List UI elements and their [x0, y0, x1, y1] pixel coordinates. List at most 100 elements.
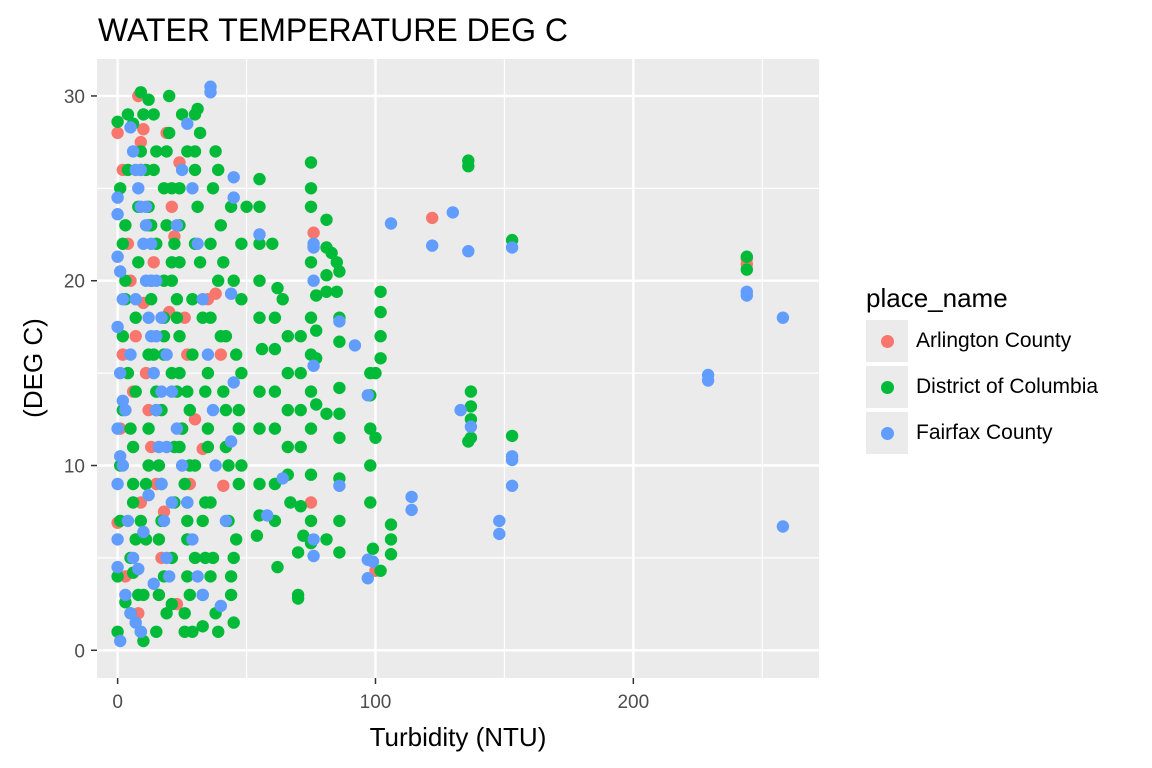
data-point: [165, 200, 178, 213]
data-point: [333, 514, 346, 528]
data-point: [446, 206, 459, 219]
y-axis-label: (DEG C): [18, 318, 48, 418]
data-point: [276, 293, 289, 306]
data-point: [227, 191, 240, 204]
data-point: [152, 459, 166, 472]
data-point: [294, 330, 307, 343]
data-point: [132, 562, 145, 576]
data-point: [126, 496, 140, 509]
data-point: [124, 121, 137, 134]
data-point: [181, 117, 194, 130]
data-point: [232, 477, 245, 491]
x-axis-label: Turbidity (NTU): [370, 722, 547, 752]
data-point: [145, 293, 158, 306]
data-point: [405, 490, 418, 504]
data-point: [155, 477, 168, 491]
data-point: [224, 287, 238, 300]
data-point: [114, 634, 127, 648]
data-point: [364, 496, 377, 509]
data-point: [212, 625, 225, 638]
data-point: [152, 533, 166, 546]
data-point: [163, 570, 176, 583]
data-point: [493, 527, 506, 541]
data-point: [126, 145, 140, 158]
data-point: [157, 182, 171, 195]
data-point: [186, 293, 199, 306]
data-point: [147, 108, 160, 121]
data-point: [145, 274, 158, 287]
data-point: [160, 145, 173, 158]
data-point: [426, 211, 439, 225]
data-point: [111, 320, 124, 334]
legend-key: [866, 320, 908, 362]
x-tick-label: 200: [617, 692, 649, 713]
data-point: [426, 239, 439, 252]
data-point: [137, 108, 150, 121]
data-point: [129, 385, 142, 398]
data-point: [307, 359, 320, 372]
data-point: [126, 440, 140, 454]
legend-label: District of Columbia: [916, 375, 1099, 398]
data-point: [191, 570, 204, 583]
data-point: [165, 256, 178, 269]
data-point: [333, 431, 346, 444]
data-point: [369, 366, 382, 380]
data-point: [310, 398, 323, 411]
data-point: [217, 385, 230, 398]
chart-title: WATER TEMPERATURE DEG C: [98, 12, 568, 48]
data-point: [129, 330, 142, 343]
y-tick-label: 0: [74, 641, 85, 662]
data-point: [196, 588, 209, 602]
data-point: [170, 422, 184, 435]
data-point: [361, 572, 374, 585]
data-point: [142, 311, 155, 324]
data-point: [776, 520, 790, 533]
data-point: [178, 477, 191, 491]
data-point: [276, 472, 289, 485]
data-point: [462, 245, 475, 258]
data-point: [111, 191, 124, 204]
data-point: [188, 108, 202, 121]
data-point: [196, 293, 209, 306]
data-point: [139, 219, 153, 232]
data-point: [281, 366, 294, 380]
y-axis: 0 10 20 30: [64, 87, 97, 662]
data-point: [204, 496, 217, 509]
data-point: [111, 570, 124, 583]
data-point: [181, 385, 194, 398]
data-point: [454, 403, 467, 417]
data-point: [188, 413, 202, 426]
data-point: [250, 529, 264, 542]
data-point: [173, 440, 186, 454]
data-point: [111, 560, 124, 574]
data-point: [188, 459, 202, 472]
data-point: [374, 285, 387, 298]
data-point: [253, 274, 266, 287]
data-point: [170, 311, 184, 324]
data-point: [178, 607, 191, 620]
data-point: [307, 226, 320, 239]
data-point: [188, 551, 202, 565]
data-point: [230, 348, 243, 361]
data-point: [165, 385, 178, 398]
data-point: [505, 241, 519, 254]
data-point: [139, 477, 153, 491]
data-point: [384, 217, 398, 230]
data-point: [366, 542, 380, 555]
data-point: [281, 403, 294, 417]
data-point: [150, 330, 163, 343]
data-point: [201, 422, 215, 435]
data-point: [304, 385, 318, 398]
data-point: [310, 289, 323, 302]
data-point: [119, 588, 132, 602]
data-point: [181, 514, 194, 528]
data-point: [325, 246, 338, 260]
data-point: [253, 237, 266, 250]
data-point: [196, 620, 209, 633]
legend-key: [866, 412, 908, 454]
data-point: [320, 533, 333, 546]
data-point: [186, 348, 199, 361]
data-point: [111, 477, 124, 491]
data-point: [307, 533, 320, 546]
